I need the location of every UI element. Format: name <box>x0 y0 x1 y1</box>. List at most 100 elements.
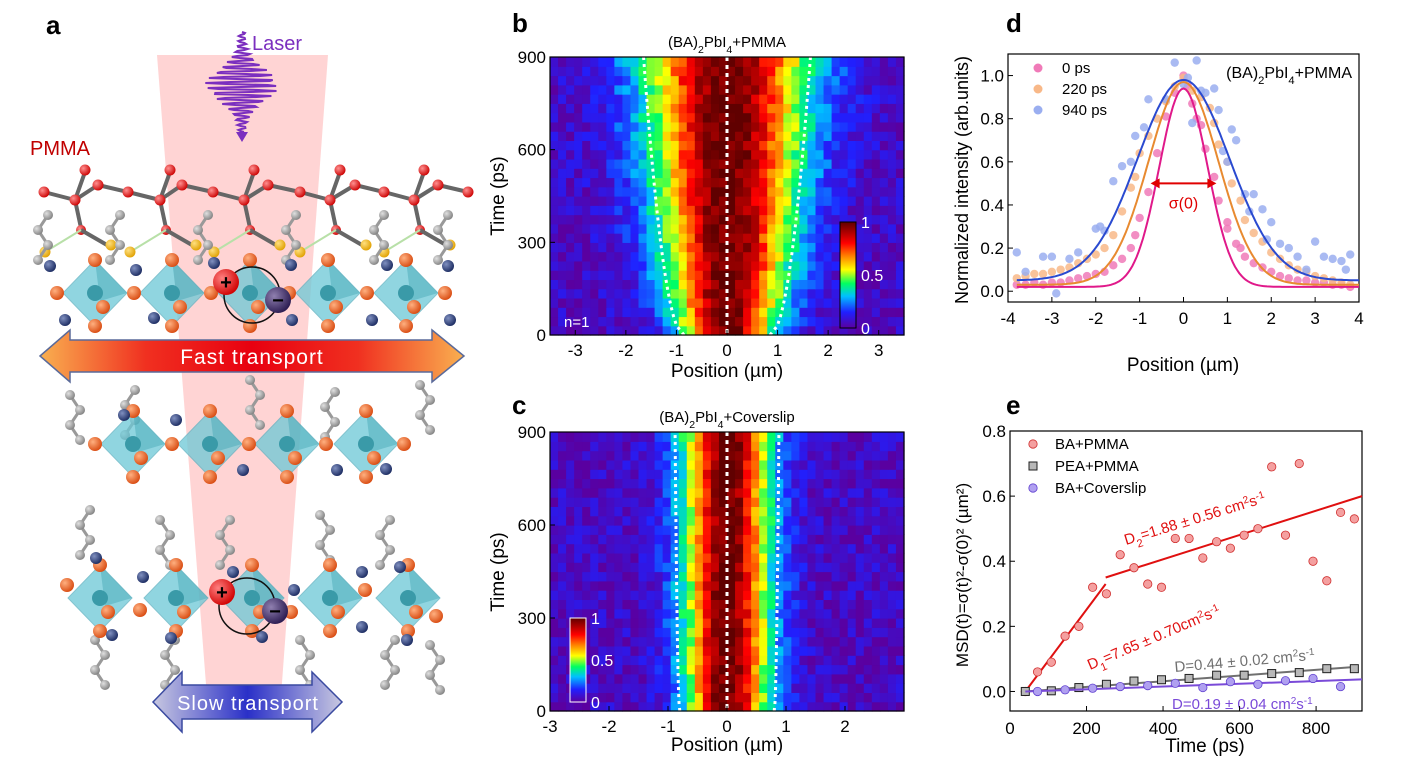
electron-icon <box>265 287 291 313</box>
heatmap-cell <box>895 655 905 666</box>
heatmap-cell <box>558 233 567 243</box>
bond <box>335 228 363 247</box>
data-point <box>1341 265 1351 274</box>
heatmap-cell <box>606 112 615 123</box>
heatmap-cell <box>735 487 744 498</box>
heatmap-cell <box>710 186 720 197</box>
heatmap-cell <box>815 432 825 442</box>
heatmap-cell <box>694 168 704 179</box>
heatmap-cell <box>702 66 712 77</box>
heatmap-cell <box>783 66 792 77</box>
carbon-atom <box>33 225 43 235</box>
heatmap-cell <box>871 543 881 554</box>
data-point <box>1109 177 1118 186</box>
heatmap-cell <box>718 121 728 132</box>
heatmap-cell <box>879 692 889 703</box>
heatmap-cell <box>606 515 615 526</box>
heatmap-cell <box>646 627 656 638</box>
heatmap-cell <box>630 552 640 563</box>
carbon-atom <box>379 240 389 250</box>
iodine-atom <box>211 451 225 465</box>
heatmap-cell <box>654 242 664 253</box>
heatmap-cell <box>614 701 624 712</box>
heatmap-cell <box>871 571 881 582</box>
heatmap-cell <box>670 223 680 234</box>
heatmap-cell <box>710 94 720 104</box>
heatmap-cell <box>590 84 599 95</box>
heatmap-cell <box>863 223 873 234</box>
heatmap-cell <box>566 270 575 280</box>
y-tick-label: 0.4 <box>982 552 1006 571</box>
heatmap-cell <box>590 692 599 703</box>
heatmap-cell <box>839 552 849 563</box>
heatmap-cell <box>566 131 575 141</box>
heatmap-cell <box>566 177 575 188</box>
data-point <box>1346 250 1355 259</box>
heatmap-cell <box>807 121 817 132</box>
heatmap-cell <box>678 506 688 517</box>
heatmap-cell <box>710 57 720 67</box>
heatmap-cell <box>638 84 648 95</box>
carbon-atom <box>100 680 110 690</box>
heatmap-cell <box>558 223 567 234</box>
heatmap-cell <box>670 627 680 638</box>
iodine-atom <box>359 470 373 484</box>
nitrogen-atom <box>366 314 378 326</box>
heatmap-cell <box>678 186 688 197</box>
octahedron-face <box>95 260 127 301</box>
heatmap-cell <box>863 673 873 684</box>
heatmap-cell <box>735 506 744 517</box>
heatmap-cell <box>550 645 559 656</box>
y-tick-label: 900 <box>518 48 546 67</box>
heatmap-cell <box>815 288 825 299</box>
heatmap-cell <box>590 459 599 470</box>
heatmap-cell <box>775 618 784 628</box>
perovskite-lattice-illustration <box>33 164 474 695</box>
heatmap-cell <box>590 571 599 582</box>
heatmap-cell <box>815 131 825 141</box>
laser-pulse-icon <box>205 31 277 142</box>
heatmap-cell <box>767 196 776 206</box>
heatmap-cell <box>550 432 559 442</box>
heatmap-cell <box>839 84 849 95</box>
heatmap-cell <box>606 251 615 262</box>
heatmap-cell <box>775 664 784 675</box>
heatmap-cell <box>654 450 664 461</box>
carbon-atom <box>203 210 213 220</box>
heatmap-cell <box>743 168 752 179</box>
heatmap-cell <box>710 664 720 675</box>
iodine-atom <box>280 404 294 418</box>
heatmap-cell <box>775 692 784 703</box>
heatmap-cell <box>614 515 624 526</box>
heatmap-cell <box>807 103 817 114</box>
heatmap-cell <box>638 297 648 308</box>
heatmap-cell <box>638 590 648 600</box>
heatmap-cell <box>783 260 792 271</box>
heatmap-cell <box>775 66 784 77</box>
heatmap-cell <box>751 251 760 262</box>
heatmap-cells <box>550 432 905 712</box>
carbon-atom <box>75 550 85 560</box>
heatmap-cell <box>606 469 615 480</box>
heatmap-cell <box>702 260 712 271</box>
heatmap-cell <box>751 260 760 271</box>
iodine-atom <box>407 300 421 314</box>
heatmap-cell <box>823 497 833 507</box>
slow-transport-label: Slow transport <box>177 693 319 715</box>
colorbar-tick-label: 1 <box>861 215 870 232</box>
carbon-atom <box>65 420 75 430</box>
heatmap-cell <box>783 645 792 656</box>
heatmap-cell <box>598 701 607 712</box>
heatmap-cell <box>855 251 865 262</box>
heatmap-cell <box>638 112 648 123</box>
heatmap-cell <box>670 288 680 299</box>
heatmap-cell <box>582 683 591 693</box>
heatmap-cell <box>735 580 744 591</box>
heatmap-cell <box>879 205 889 216</box>
data-point <box>1223 218 1232 227</box>
heatmap-cell <box>718 84 728 95</box>
heatmap-cell <box>670 205 680 216</box>
heatmap-cell <box>751 233 760 243</box>
heatmap-cell <box>807 260 817 271</box>
